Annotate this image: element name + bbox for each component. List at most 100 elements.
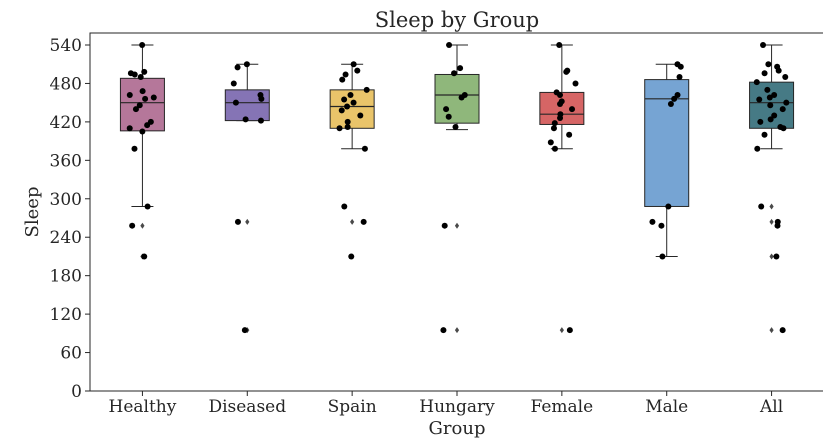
outlier-marker [245, 218, 250, 225]
x-axis: Healthy Diseased Spain Hungary Female Male All [109, 391, 783, 417]
data-point [336, 125, 343, 132]
outlier-marker [769, 253, 774, 260]
data-point [341, 96, 348, 103]
data-point [754, 145, 761, 152]
y-tick-label: 60 [60, 344, 82, 364]
data-point [550, 125, 557, 132]
data-point [440, 327, 447, 334]
outlier-marker [769, 218, 774, 225]
data-point [350, 99, 357, 106]
data-point [241, 327, 248, 334]
data-point [566, 327, 573, 334]
x-tick-label: Female [531, 397, 594, 417]
data-point [779, 327, 786, 334]
y-tick-label: 180 [50, 267, 82, 287]
data-point [671, 95, 678, 102]
data-point [779, 106, 786, 113]
data-point [773, 253, 780, 260]
data-point [775, 67, 782, 74]
data-point [676, 74, 683, 81]
data-point [765, 61, 772, 68]
data-point [338, 107, 345, 114]
data-point [758, 203, 765, 210]
data-point [774, 222, 781, 229]
data-point [674, 91, 681, 98]
data-point [243, 61, 250, 68]
data-point [131, 71, 138, 78]
data-point [234, 218, 241, 225]
chart-title: Sleep by Group [375, 8, 539, 32]
x-axis-label: Group [429, 418, 486, 439]
data-point [458, 94, 465, 101]
data-point [457, 65, 464, 72]
data-point [344, 103, 351, 110]
data-point [569, 106, 576, 113]
data-point [547, 139, 554, 146]
data-point [767, 102, 774, 109]
data-point [452, 124, 459, 131]
data-point [756, 96, 763, 103]
outlier-marker [140, 222, 145, 229]
data-point [232, 99, 239, 106]
y-tick-label: 540 [50, 36, 82, 56]
data-point [360, 218, 367, 225]
data-point [441, 222, 448, 229]
data-point [142, 95, 149, 102]
data-point [649, 218, 656, 225]
box-group-layer [119, 44, 795, 334]
data-point [361, 145, 368, 152]
data-point [126, 125, 133, 132]
y-tick-label: 120 [50, 305, 82, 325]
y-axis: 0 60 120 180 240 300 360 420 480 540 [50, 36, 90, 402]
data-point [234, 64, 241, 71]
data-point [767, 116, 774, 123]
data-point [136, 102, 143, 109]
box-spain [329, 89, 375, 129]
data-point [347, 91, 354, 98]
data-point [363, 86, 370, 93]
data-point [126, 91, 133, 98]
data-point [451, 70, 458, 77]
data-point [144, 122, 151, 129]
data-point [563, 68, 570, 75]
data-point [132, 106, 139, 113]
data-point [242, 116, 249, 123]
data-point [551, 145, 558, 152]
data-point [131, 145, 138, 152]
data-point [665, 203, 672, 210]
box-hungary [434, 73, 480, 124]
x-tick-label: All [759, 397, 783, 417]
data-point [357, 112, 364, 119]
data-point [771, 112, 778, 119]
data-point [557, 100, 564, 107]
data-point [761, 131, 768, 138]
x-tick-label: Healthy [109, 397, 177, 417]
data-point [667, 100, 674, 107]
data-point [137, 74, 144, 81]
data-point [344, 118, 351, 125]
x-tick-label: Male [645, 397, 688, 417]
x-tick-label: Hungary [419, 397, 495, 417]
data-point [760, 42, 767, 48]
data-point [257, 117, 264, 124]
outlier-marker [559, 327, 564, 334]
data-point [761, 70, 768, 77]
data-point [144, 203, 151, 210]
y-tick-label: 300 [50, 190, 82, 210]
data-point [150, 94, 157, 101]
data-point [557, 91, 564, 98]
data-point [258, 95, 265, 102]
x-tick-label: Diseased [208, 397, 286, 417]
data-point [348, 253, 355, 260]
data-point [445, 113, 452, 120]
data-point [782, 74, 789, 81]
data-point [659, 253, 666, 260]
data-point [766, 94, 773, 101]
data-point [446, 42, 453, 48]
outlier-marker [454, 222, 460, 229]
data-point [771, 91, 778, 98]
y-axis-label: Sleep [22, 187, 43, 238]
data-point [551, 120, 558, 127]
data-point [783, 99, 790, 106]
